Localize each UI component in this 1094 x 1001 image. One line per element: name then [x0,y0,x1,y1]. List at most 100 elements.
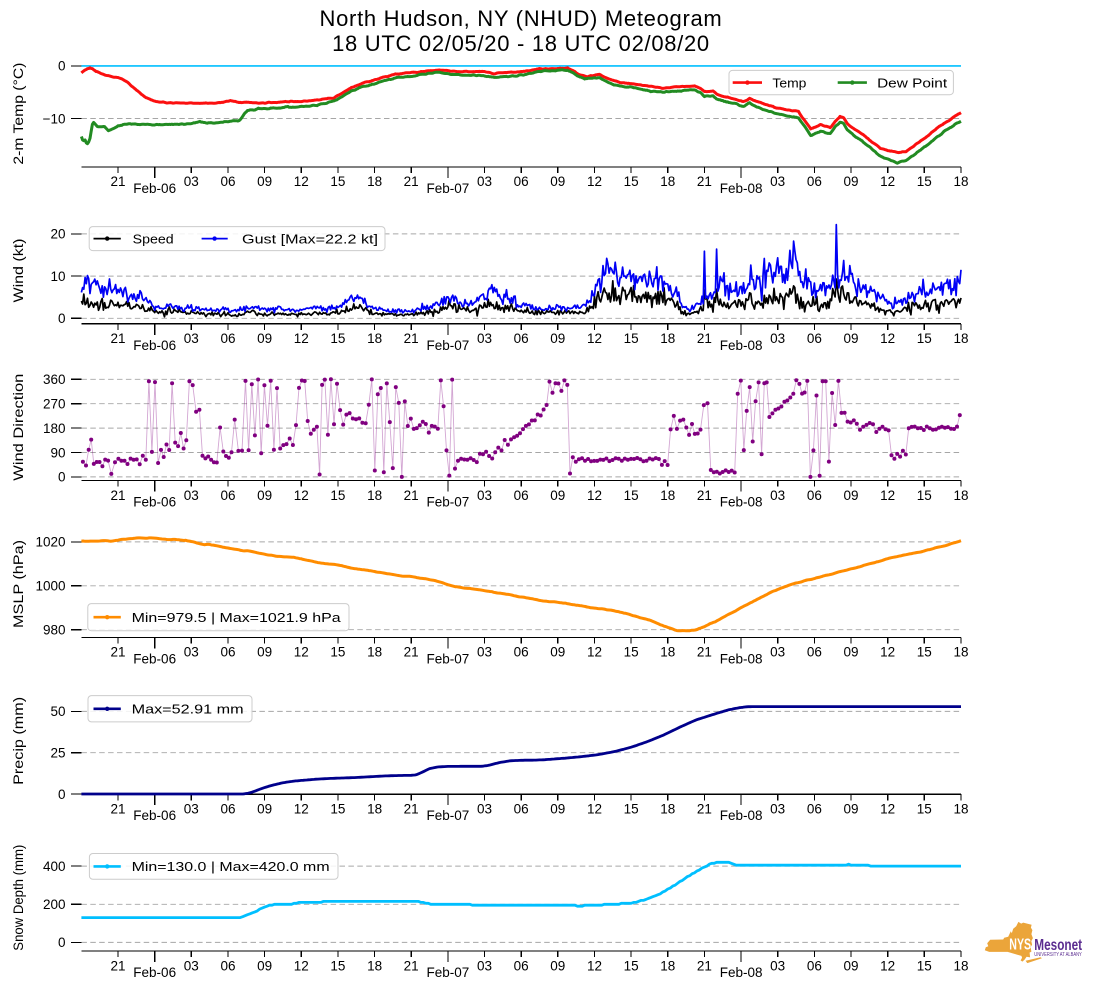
svg-text:12: 12 [294,802,309,817]
svg-text:18: 18 [367,174,382,189]
svg-text:03: 03 [770,174,785,189]
svg-text:03: 03 [184,802,199,817]
svg-text:Feb-06: Feb-06 [133,965,176,980]
svg-text:03: 03 [477,331,492,346]
svg-text:21: 21 [404,958,419,973]
svg-text:12: 12 [587,958,602,973]
svg-text:Wind Direction: Wind Direction [10,374,26,481]
svg-text:06: 06 [807,331,822,346]
svg-text:20: 20 [50,227,65,242]
svg-text:06: 06 [220,174,235,189]
svg-text:18 UTC 02/05/20 - 18 UTC 02/08: 18 UTC 02/05/20 - 18 UTC 02/08/20 [332,31,710,56]
svg-text:21: 21 [110,958,125,973]
svg-text:15: 15 [330,488,345,503]
svg-text:09: 09 [843,802,858,817]
svg-text:15: 15 [624,802,639,817]
svg-text:Snow Depth (mm): Snow Depth (mm) [10,845,26,951]
svg-text:18: 18 [660,174,675,189]
svg-text:Feb-08: Feb-08 [720,965,763,980]
svg-text:03: 03 [770,488,785,503]
svg-text:03: 03 [477,802,492,817]
svg-text:Feb-06: Feb-06 [133,808,176,823]
svg-text:06: 06 [807,645,822,660]
svg-text:15: 15 [917,958,932,973]
svg-text:09: 09 [550,331,565,346]
svg-text:18: 18 [953,174,968,189]
svg-text:03: 03 [477,174,492,189]
svg-text:06: 06 [220,802,235,817]
svg-text:09: 09 [257,802,272,817]
svg-text:21: 21 [697,958,712,973]
svg-text:Feb-08: Feb-08 [720,808,763,823]
svg-text:270: 270 [43,397,66,412]
svg-text:18: 18 [953,331,968,346]
svg-text:03: 03 [770,645,785,660]
svg-text:18: 18 [953,645,968,660]
svg-text:−10: −10 [43,111,66,126]
svg-text:Feb-08: Feb-08 [720,651,763,666]
svg-text:1000: 1000 [35,579,65,594]
svg-text:03: 03 [770,802,785,817]
svg-text:Min=130.0 | Max=420.0 mm: Min=130.0 | Max=420.0 mm [132,859,330,874]
svg-text:Feb-08: Feb-08 [720,338,763,353]
svg-text:09: 09 [257,645,272,660]
svg-text:06: 06 [807,174,822,189]
svg-text:Feb-07: Feb-07 [427,965,470,980]
svg-text:12: 12 [587,174,602,189]
svg-text:06: 06 [220,645,235,660]
svg-text:10: 10 [50,269,65,284]
svg-text:09: 09 [843,488,858,503]
svg-text:18: 18 [660,331,675,346]
svg-text:Feb-06: Feb-06 [133,495,176,510]
svg-text:09: 09 [257,958,272,973]
svg-text:12: 12 [294,488,309,503]
svg-text:06: 06 [220,958,235,973]
svg-text:21: 21 [110,331,125,346]
svg-text:Feb-07: Feb-07 [427,338,470,353]
svg-text:12: 12 [587,331,602,346]
svg-text:12: 12 [880,802,895,817]
svg-text:0: 0 [58,935,66,950]
svg-text:18: 18 [367,488,382,503]
svg-text:12: 12 [587,488,602,503]
svg-text:12: 12 [880,958,895,973]
svg-text:15: 15 [330,958,345,973]
svg-text:18: 18 [953,802,968,817]
svg-text:15: 15 [330,331,345,346]
svg-text:06: 06 [807,958,822,973]
svg-text:50: 50 [50,704,65,719]
svg-text:21: 21 [110,645,125,660]
svg-text:15: 15 [330,174,345,189]
svg-text:Feb-08: Feb-08 [720,181,763,196]
svg-text:15: 15 [624,174,639,189]
svg-text:21: 21 [697,802,712,817]
svg-text:25: 25 [50,746,65,761]
svg-text:0: 0 [58,311,66,326]
svg-text:Feb-06: Feb-06 [133,338,176,353]
svg-text:Feb-07: Feb-07 [427,495,470,510]
svg-text:980: 980 [43,623,66,638]
svg-text:15: 15 [624,488,639,503]
svg-text:09: 09 [843,174,858,189]
svg-text:12: 12 [294,645,309,660]
svg-text:06: 06 [220,331,235,346]
svg-text:12: 12 [880,174,895,189]
svg-text:15: 15 [624,645,639,660]
svg-text:18: 18 [953,488,968,503]
svg-text:Speed: Speed [133,231,174,246]
svg-text:18: 18 [660,958,675,973]
svg-text:15: 15 [917,331,932,346]
svg-text:06: 06 [807,802,822,817]
svg-text:Feb-07: Feb-07 [427,808,470,823]
svg-text:18: 18 [660,488,675,503]
svg-text:UNIVERSITY AT ALBANY: UNIVERSITY AT ALBANY [1034,952,1082,958]
svg-text:18: 18 [953,958,968,973]
svg-text:18: 18 [660,802,675,817]
svg-text:Feb-07: Feb-07 [427,181,470,196]
svg-text:21: 21 [110,802,125,817]
svg-text:0: 0 [58,470,66,485]
svg-text:Feb-06: Feb-06 [133,651,176,666]
svg-text:12: 12 [880,331,895,346]
svg-text:21: 21 [697,174,712,189]
svg-text:03: 03 [770,958,785,973]
